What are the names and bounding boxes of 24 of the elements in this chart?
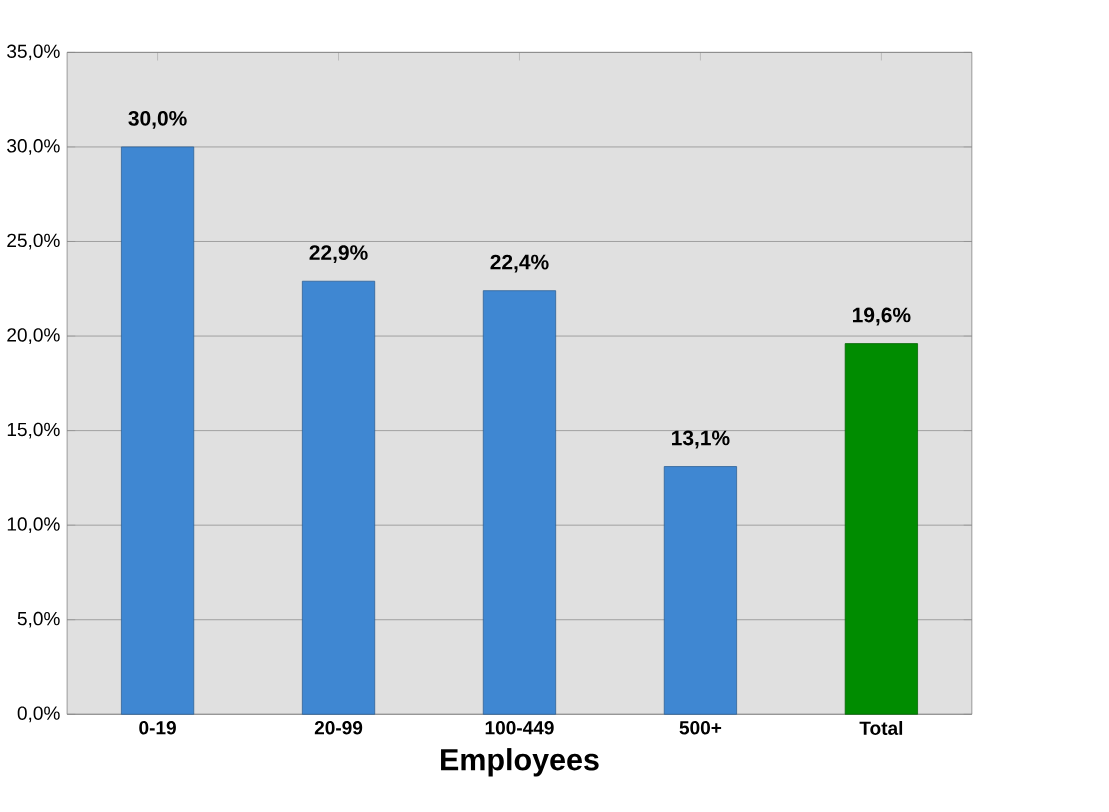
data-label: 13,1% [672,430,730,449]
y-tick-label: 35,0% [7,44,60,61]
y-tick-label: 30,0% [7,138,60,155]
y-tick-label: 25,0% [7,233,60,250]
data-label: 30,0% [128,110,187,129]
bar [663,465,737,715]
y-tick-label: 5,0% [17,611,60,628]
bar [121,146,195,715]
y-tick-label: 0,0% [17,706,60,722]
y-tick-label: 10,0% [7,517,60,533]
x-tick-label: Total [859,720,903,735]
bar [844,343,918,715]
x-tick-label: 100-449 [485,720,554,735]
x-tick-label: 20-99 [314,720,363,735]
y-tick-label: 20,0% [7,328,60,344]
data-label: 22,9% [309,245,368,263]
x-tick-label: 0-19 [139,720,176,735]
data-label: 19,6% [852,307,911,326]
y-tick-label: 15,0% [7,422,60,439]
x-axis-title: Employees [441,747,599,777]
x-tick-label: 500+ [679,720,722,735]
bar [482,290,557,715]
bar [301,280,376,715]
data-label: 22,4% [490,254,549,273]
